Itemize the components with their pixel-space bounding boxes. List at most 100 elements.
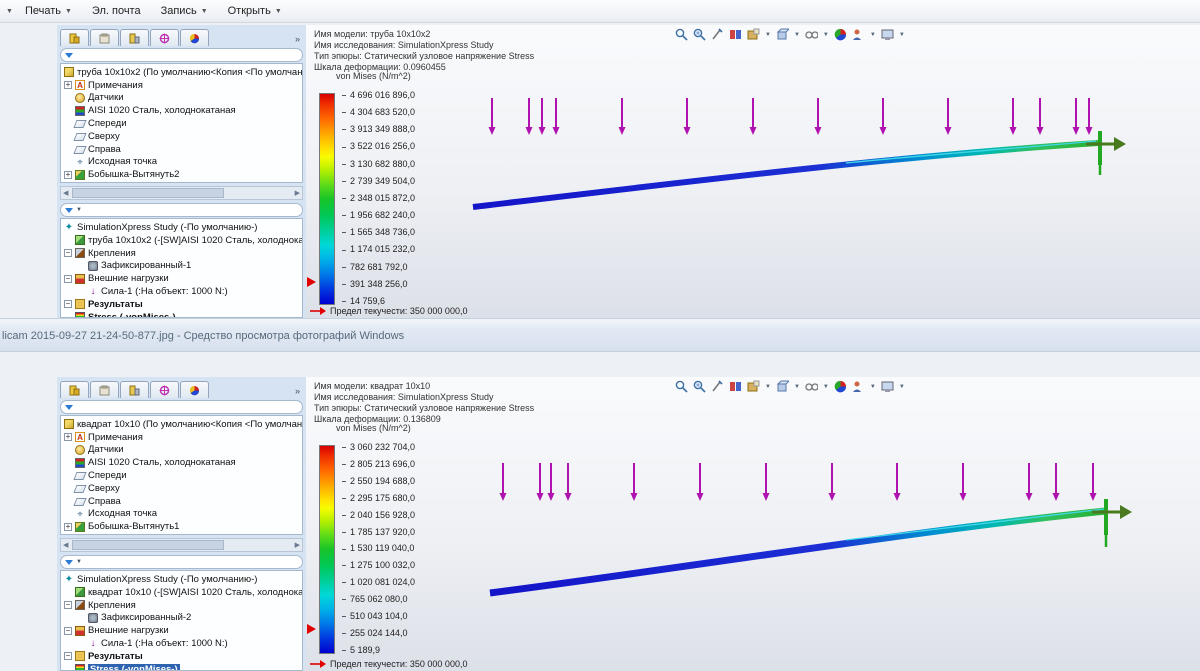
section-view-icon[interactable] bbox=[728, 379, 743, 394]
print-button[interactable]: Печать▼ bbox=[25, 5, 72, 17]
appearance-sphere-icon[interactable] bbox=[833, 379, 848, 394]
tree-row-stress-selected[interactable]: Stress (-vonMises-) bbox=[64, 663, 302, 671]
scroll-left-icon[interactable]: ◀ bbox=[63, 190, 69, 198]
expand-icon[interactable]: + bbox=[64, 432, 72, 442]
tab-featuremanager[interactable] bbox=[60, 29, 89, 46]
tree-row-loads[interactable]: − Внешние нагрузки bbox=[64, 624, 302, 637]
chevron-down-icon[interactable]: ▼ bbox=[274, 7, 282, 15]
open-button[interactable]: Открыть▼ bbox=[228, 5, 282, 17]
burn-button[interactable]: Запись▼ bbox=[161, 5, 208, 17]
scrollbar-thumb[interactable] bbox=[72, 540, 225, 551]
horizontal-scrollbar[interactable]: ◀ ▶ bbox=[60, 538, 303, 553]
zoom-fit-icon[interactable] bbox=[674, 379, 689, 394]
zoom-area-icon[interactable] bbox=[692, 379, 707, 394]
display-style-icon[interactable] bbox=[804, 27, 819, 42]
tree-row-boss-extrude[interactable]: + Бобышка-Вытянуть2 bbox=[64, 168, 302, 181]
view-orientation-icon[interactable] bbox=[775, 379, 790, 394]
window-titlebar[interactable]: licam 2015-09-27 21-24-50-877.jpg - Сред… bbox=[0, 318, 1200, 352]
tree-row-root[interactable]: квадрат 10x10 (По умолчанию<Копия <По ум… bbox=[64, 418, 302, 431]
tree-filter-input[interactable] bbox=[60, 400, 303, 414]
panel-overflow-button[interactable]: » bbox=[294, 386, 300, 396]
chevron-down-icon[interactable]: ▼ bbox=[898, 31, 905, 38]
chevron-down-icon[interactable]: ▼ bbox=[898, 383, 905, 390]
rotate-view-icon[interactable] bbox=[710, 27, 725, 42]
tab-displaymanager[interactable] bbox=[180, 381, 209, 398]
collapse-icon[interactable]: − bbox=[64, 651, 72, 661]
tree-row-right-plane[interactable]: Справа bbox=[64, 495, 302, 508]
tree-row-top-plane[interactable]: Сверху bbox=[64, 482, 302, 495]
scene-icon[interactable] bbox=[880, 379, 895, 394]
expand-icon[interactable]: + bbox=[64, 521, 72, 531]
sim-tree-filter-input[interactable]: ▼ bbox=[60, 555, 303, 570]
tree-row-annotations[interactable]: + A Примечания bbox=[64, 79, 302, 92]
scene-icon[interactable] bbox=[880, 27, 895, 42]
chevron-down-icon[interactable]: ▼ bbox=[793, 31, 800, 38]
tree-row-loads[interactable]: − Внешние нагрузки bbox=[64, 272, 302, 285]
tree-row-sensors[interactable]: Датчики bbox=[64, 444, 302, 457]
chevron-down-icon[interactable]: ▼ bbox=[76, 207, 82, 214]
tree-row-boss-extrude[interactable]: + Бобышка-Вытянуть1 bbox=[64, 520, 302, 533]
zoom-area-icon[interactable] bbox=[692, 27, 707, 42]
collapse-icon[interactable]: − bbox=[64, 248, 72, 258]
appearance-icon[interactable] bbox=[746, 27, 761, 42]
tree-row-fixtures[interactable]: − Крепления bbox=[64, 599, 302, 612]
chevron-down-icon[interactable]: ▼ bbox=[765, 31, 771, 38]
tab-dimxpertmanager[interactable] bbox=[150, 29, 179, 46]
section-view-icon[interactable] bbox=[728, 27, 743, 42]
collapse-icon[interactable]: − bbox=[64, 299, 72, 309]
panel-overflow-button[interactable]: » bbox=[294, 34, 300, 44]
email-button[interactable]: Эл. почта bbox=[92, 5, 141, 17]
tree-row-stress[interactable]: Stress (-vonMises-) bbox=[64, 311, 302, 318]
tree-row-force[interactable]: ↓ Сила-1 (:На объект: 1000 N:) bbox=[64, 285, 302, 298]
expand-icon[interactable]: + bbox=[64, 169, 72, 179]
display-style-icon[interactable] bbox=[804, 379, 819, 394]
rotate-view-icon[interactable] bbox=[710, 379, 725, 394]
tab-configurationmanager[interactable] bbox=[120, 381, 149, 398]
chevron-down-icon[interactable]: ▼ bbox=[869, 383, 876, 390]
scroll-left-icon[interactable]: ◀ bbox=[63, 542, 69, 550]
tree-row-material[interactable]: AISI 1020 Сталь, холоднокатаная bbox=[64, 456, 302, 469]
tab-displaymanager[interactable] bbox=[180, 29, 209, 46]
tab-configurationmanager[interactable] bbox=[120, 29, 149, 46]
tree-row-study[interactable]: ✦ SimulationXpress Study (-По умолчанию-) bbox=[64, 221, 302, 234]
tab-propertymanager[interactable] bbox=[90, 29, 119, 46]
tree-row-fixtures[interactable]: − Крепления bbox=[64, 247, 302, 260]
chevron-down-icon[interactable]: ▼ bbox=[76, 559, 82, 566]
horizontal-scrollbar[interactable]: ◀ ▶ bbox=[60, 186, 303, 201]
expand-icon[interactable]: + bbox=[64, 80, 72, 90]
tree-row-front-plane[interactable]: Спереди bbox=[64, 117, 302, 130]
tree-row-root[interactable]: труба 10x10x2 (По умолчанию<Копия <По ум… bbox=[64, 66, 302, 79]
collapse-icon[interactable]: − bbox=[64, 273, 72, 283]
tree-filter-input[interactable] bbox=[60, 48, 303, 62]
view-orientation-icon[interactable] bbox=[775, 27, 790, 42]
tree-row-results[interactable]: − Результаты bbox=[64, 298, 302, 311]
tab-propertymanager[interactable] bbox=[90, 381, 119, 398]
tree-row-fixed[interactable]: Зафиксированный-1 bbox=[64, 260, 302, 273]
edit-appearance-icon[interactable] bbox=[851, 27, 866, 42]
scrollbar-thumb[interactable] bbox=[72, 188, 225, 199]
tree-row-sim-part[interactable]: труба 10x10x2 (-[SW]AISI 1020 Сталь, хол… bbox=[64, 234, 302, 247]
chevron-down-icon[interactable]: ▼ bbox=[200, 7, 208, 15]
tree-row-material[interactable]: AISI 1020 Сталь, холоднокатаная bbox=[64, 104, 302, 117]
tree-row-annotations[interactable]: + A Примечания bbox=[64, 431, 302, 444]
tree-row-origin[interactable]: ⌖ Исходная точка bbox=[64, 508, 302, 521]
tab-featuremanager[interactable] bbox=[60, 381, 89, 398]
appearance-sphere-icon[interactable] bbox=[833, 27, 848, 42]
scroll-right-icon[interactable]: ▶ bbox=[294, 542, 300, 550]
tree-row-sim-part[interactable]: квадрат 10x10 (-[SW]AISI 1020 Сталь, хол… bbox=[64, 586, 302, 599]
chevron-down-icon[interactable]: ▼ bbox=[869, 31, 876, 38]
tree-row-study[interactable]: ✦ SimulationXpress Study (-По умолчанию-) bbox=[64, 573, 302, 586]
tree-row-sensors[interactable]: Датчики bbox=[64, 92, 302, 105]
scroll-right-icon[interactable]: ▶ bbox=[294, 190, 300, 198]
collapse-icon[interactable]: − bbox=[64, 600, 72, 610]
tree-row-force[interactable]: ↓ Сила-1 (:На объект: 1000 N:) bbox=[64, 637, 302, 650]
edit-appearance-icon[interactable] bbox=[851, 379, 866, 394]
chevron-down-icon[interactable]: ▼ bbox=[822, 383, 829, 390]
sim-tree-filter-input[interactable]: ▼ bbox=[60, 203, 303, 218]
chevron-down-icon[interactable]: ▼ bbox=[765, 383, 771, 390]
tree-row-fixed[interactable]: Зафиксированный-2 bbox=[64, 612, 302, 625]
tree-row-results[interactable]: − Результаты bbox=[64, 650, 302, 663]
appearance-icon[interactable] bbox=[746, 379, 761, 394]
tab-dimxpertmanager[interactable] bbox=[150, 381, 179, 398]
chevron-down-icon[interactable]: ▼ bbox=[64, 7, 72, 15]
